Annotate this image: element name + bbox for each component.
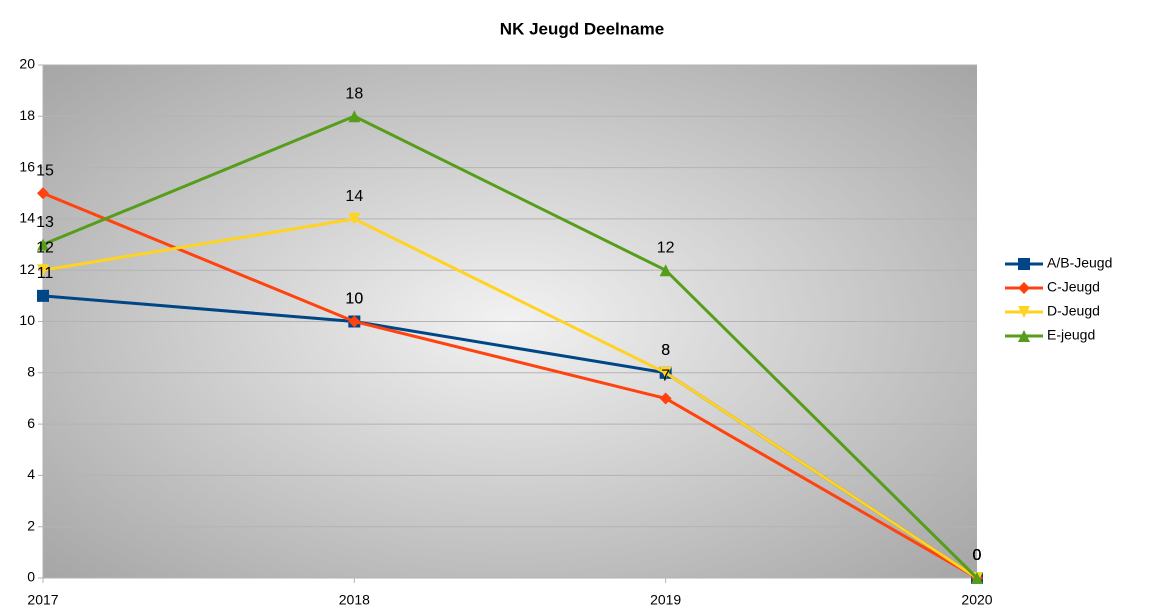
legend-marker bbox=[1018, 306, 1030, 318]
data-label: 14 bbox=[345, 188, 363, 205]
data-point bbox=[348, 110, 361, 123]
y-tick-label: 10 bbox=[19, 312, 35, 328]
y-tick-label: 16 bbox=[19, 158, 35, 174]
data-label: 10 bbox=[345, 291, 363, 308]
data-label: 13 bbox=[36, 214, 54, 231]
data-label: 0 bbox=[973, 547, 982, 564]
legend-label: D-Jeugd bbox=[1047, 303, 1100, 319]
y-tick-label: 14 bbox=[19, 210, 35, 226]
data-label: 0 bbox=[973, 547, 982, 564]
data-point bbox=[348, 315, 361, 328]
data-label: 0 bbox=[973, 547, 982, 564]
series-line bbox=[42, 114, 979, 580]
data-label: 12 bbox=[657, 239, 675, 256]
data-label: 8 bbox=[661, 342, 670, 359]
x-tick-label: 2019 bbox=[650, 592, 681, 608]
data-point bbox=[659, 264, 672, 277]
series-line bbox=[42, 191, 978, 580]
data-label: 12 bbox=[36, 239, 54, 256]
y-tick-label: 20 bbox=[19, 56, 35, 72]
y-tick-label: 18 bbox=[19, 107, 35, 123]
y-tick-label: 6 bbox=[27, 415, 35, 431]
legend-label: A/B-Jeugd bbox=[1047, 255, 1112, 271]
y-tick-label: 0 bbox=[27, 569, 35, 585]
legend-label: C-Jeugd bbox=[1047, 279, 1100, 295]
series-line bbox=[42, 217, 978, 580]
data-label: 7 bbox=[661, 368, 670, 385]
data-point bbox=[37, 264, 49, 277]
legend-marker bbox=[1018, 330, 1030, 342]
data-point bbox=[659, 392, 672, 405]
data-label: 11 bbox=[37, 265, 54, 282]
legend-label: E-jeugd bbox=[1047, 327, 1095, 343]
chart-title: NK Jeugd Deelname bbox=[500, 19, 664, 38]
y-tick-label: 4 bbox=[27, 466, 35, 482]
data-label: 0 bbox=[973, 547, 982, 564]
y-tick-label: 8 bbox=[27, 364, 35, 380]
data-point bbox=[971, 572, 983, 584]
data-point bbox=[659, 366, 672, 379]
data-label: 8 bbox=[661, 342, 670, 359]
x-tick-label: 2018 bbox=[339, 592, 370, 608]
data-label: 15 bbox=[36, 162, 54, 179]
data-point bbox=[348, 212, 361, 225]
legend-marker bbox=[1018, 282, 1030, 294]
data-label: 10 bbox=[345, 291, 363, 308]
x-tick-label: 2017 bbox=[27, 592, 58, 608]
y-tick-label: 2 bbox=[27, 517, 35, 533]
x-tick-label: 2020 bbox=[961, 592, 992, 608]
data-point bbox=[37, 238, 49, 251]
data-point bbox=[37, 289, 49, 302]
data-label: 18 bbox=[345, 86, 363, 103]
legend-marker bbox=[1018, 258, 1030, 270]
data-point bbox=[37, 187, 49, 200]
y-tick-label: 12 bbox=[19, 261, 35, 277]
